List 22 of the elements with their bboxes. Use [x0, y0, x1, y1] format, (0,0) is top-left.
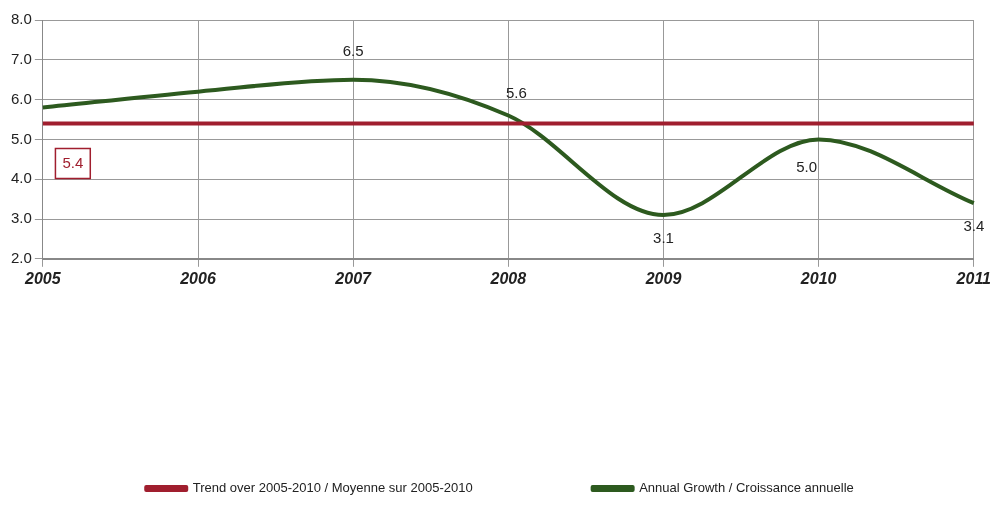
legend-label: Trend over 2005-2010 / Moyenne sur 2005-2010 [192, 480, 473, 496]
data-label: 5.0 [796, 157, 818, 175]
x-tick-label: 2005 [24, 269, 62, 287]
x-tick-label: 2010 [799, 269, 837, 287]
y-tick-label: 6.0 [10, 89, 32, 107]
y-tick-label: 3.0 [10, 209, 32, 227]
x-tick-label: 2007 [334, 269, 373, 287]
data-label: 5.4 [62, 153, 84, 171]
y-tick-label: 5.0 [10, 129, 32, 147]
legend-label: Annual Growth / Croissance annuelle [639, 480, 854, 496]
data-label: 3.4 [963, 217, 985, 235]
x-tick-label: 2006 [179, 269, 216, 287]
x-tick-label: 2008 [489, 269, 527, 287]
data-label: 3.1 [653, 229, 674, 247]
y-tick-label: 8.0 [10, 10, 32, 28]
x-tick-label: 2011 [955, 269, 992, 287]
data-label: 5.6 [505, 83, 527, 101]
y-tick-label: 2.0 [10, 248, 32, 266]
data-label: 6.5 [342, 41, 364, 59]
y-tick-label: 7.0 [10, 49, 32, 67]
x-tick-label: 2009 [644, 269, 682, 287]
y-tick-label: 4.0 [10, 169, 32, 187]
